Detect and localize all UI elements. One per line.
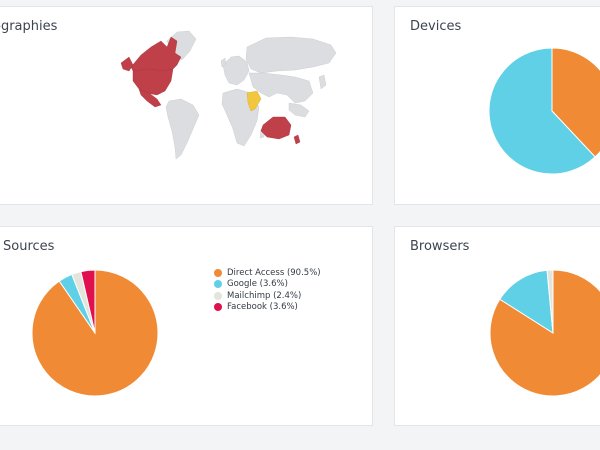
devices-title: Devices bbox=[410, 19, 462, 34]
legend-label: Facebook (3.6%) bbox=[227, 302, 298, 313]
pie-slice[interactable] bbox=[551, 47, 600, 158]
map-region-alaska bbox=[120, 56, 134, 72]
map-region-russia bbox=[245, 36, 337, 74]
pie-slice[interactable] bbox=[499, 269, 554, 334]
map-region-usa bbox=[132, 68, 174, 96]
sources-pie-chart bbox=[31, 269, 159, 397]
map-region-india bbox=[246, 90, 262, 112]
legend-item-facebook[interactable]: Facebook (3.6%) bbox=[214, 302, 321, 314]
legend-label: Mailchimp (2.4%) bbox=[227, 290, 302, 301]
map-region-canada bbox=[130, 36, 182, 72]
sources-title: Sources bbox=[3, 239, 55, 254]
pie-slice[interactable] bbox=[80, 269, 96, 334]
map-region-south-america bbox=[165, 98, 200, 160]
map-region-japan bbox=[318, 74, 327, 90]
geographies-card: eographies bbox=[0, 6, 373, 205]
map-region-southeast-asia bbox=[288, 102, 310, 118]
browsers-card: Browsers bbox=[394, 226, 600, 426]
legend-dot bbox=[214, 268, 222, 277]
map-region-new-zealand bbox=[293, 134, 301, 145]
legend-label: Google (3.6%) bbox=[227, 279, 288, 290]
browsers-title: Browsers bbox=[410, 239, 470, 254]
map-region-europe bbox=[222, 55, 250, 86]
pie-slice[interactable] bbox=[488, 47, 596, 175]
legend-label: Direct Access (90.5%) bbox=[227, 267, 321, 278]
pie-slice[interactable] bbox=[489, 269, 600, 397]
map-region-australia bbox=[260, 116, 292, 140]
browsers-pie-chart bbox=[489, 269, 600, 397]
sources-legend: Direct Access (90.5%) Google (3.6%) Mail… bbox=[214, 267, 321, 313]
legend-dot bbox=[214, 280, 222, 289]
map-region-mexico bbox=[138, 88, 162, 108]
legend-item-google[interactable]: Google (3.6%) bbox=[214, 279, 321, 291]
legend-item-mailchimp[interactable]: Mailchimp (2.4%) bbox=[214, 290, 321, 302]
geographies-title: eographies bbox=[0, 19, 58, 34]
devices-card: Devices bbox=[394, 6, 600, 205]
legend-dot bbox=[214, 303, 222, 312]
legend-item-direct-access[interactable]: Direct Access (90.5%) bbox=[214, 267, 321, 279]
world-map[interactable] bbox=[0, 7, 373, 205]
traffic-sources-card: Sources Direct Access (90.5%) Google (3.… bbox=[0, 226, 373, 426]
map-region-uk bbox=[220, 57, 227, 68]
devices-pie-chart bbox=[488, 47, 600, 175]
pie-slice[interactable] bbox=[546, 269, 554, 334]
map-region-middle-east-asia bbox=[248, 72, 314, 104]
legend-dot bbox=[214, 291, 222, 300]
